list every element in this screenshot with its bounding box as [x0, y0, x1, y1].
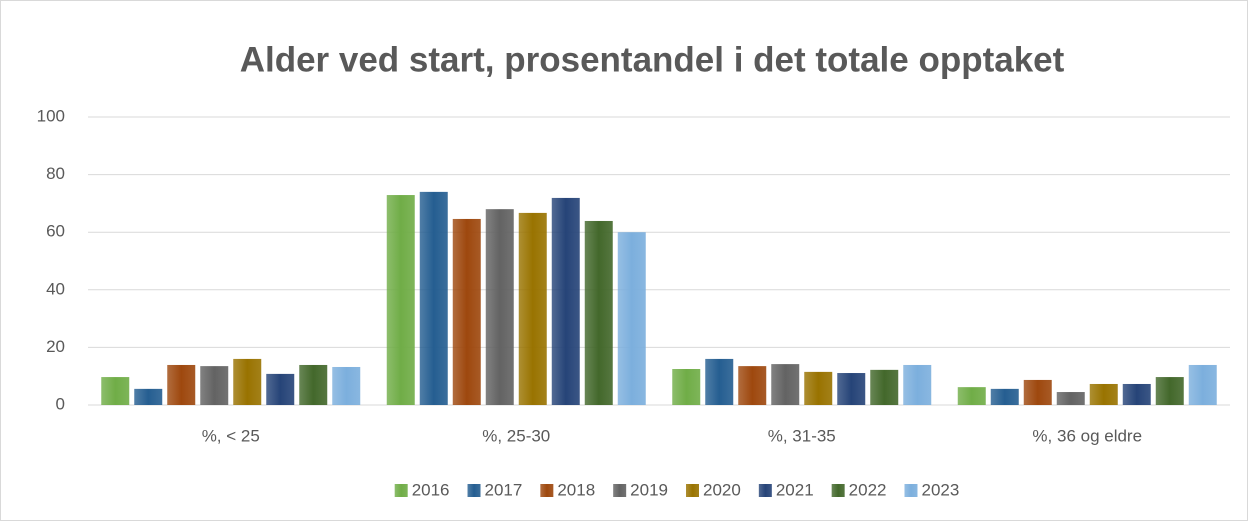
bar — [1056, 392, 1085, 405]
bar — [332, 366, 361, 405]
y-tick-label: 40 — [46, 279, 65, 298]
bar — [672, 369, 701, 405]
legend-label: 2016 — [412, 480, 450, 499]
bar — [551, 197, 580, 405]
bar — [167, 364, 196, 405]
bar — [386, 195, 415, 405]
x-tick-label: %, 25-30 — [482, 426, 550, 445]
bar — [419, 191, 448, 405]
legend-swatch — [540, 484, 554, 497]
bar — [870, 369, 899, 405]
y-tick-label: 0 — [56, 394, 65, 413]
legend-swatch — [467, 484, 481, 497]
bar — [233, 358, 262, 405]
bar — [485, 209, 514, 405]
bar — [705, 358, 734, 405]
bar — [1023, 379, 1052, 405]
bar — [617, 232, 646, 405]
bar — [804, 371, 833, 405]
bar — [299, 364, 328, 405]
bar — [1188, 364, 1217, 405]
legend-swatch — [613, 484, 627, 497]
legend-swatch — [686, 484, 699, 497]
legend-swatch — [904, 484, 918, 497]
legend-label: 2022 — [849, 480, 887, 499]
legend-label: 2020 — [703, 480, 741, 499]
bar — [957, 387, 986, 405]
bar — [584, 220, 613, 405]
bar — [837, 373, 866, 405]
legend-swatch — [831, 484, 845, 497]
bar — [134, 388, 163, 405]
bar — [518, 212, 547, 405]
bar — [266, 373, 295, 405]
bar — [200, 366, 229, 405]
x-tick-label: %, 36 og eldre — [1032, 426, 1142, 445]
legend-label: 2023 — [921, 480, 959, 499]
y-tick-label: 60 — [46, 222, 65, 241]
bar — [903, 364, 932, 405]
bar — [771, 364, 800, 405]
legend-label: 2018 — [557, 480, 595, 499]
bar — [452, 218, 481, 405]
legend-label: 2017 — [485, 480, 523, 499]
y-tick-label: 100 — [37, 106, 65, 125]
bar — [1089, 383, 1118, 405]
bar — [101, 377, 130, 405]
chart-title: Alder ved start, prosentandel i det tota… — [240, 40, 1065, 79]
legend-swatch — [394, 484, 408, 497]
legend-label: 2021 — [776, 480, 814, 499]
bar — [1122, 383, 1151, 405]
bar — [738, 366, 767, 405]
x-tick-label: %, 31-35 — [768, 426, 836, 445]
legend-swatch — [758, 484, 772, 497]
x-tick-label: %, < 25 — [202, 426, 260, 445]
bar — [990, 388, 1019, 405]
y-tick-label: 80 — [46, 164, 65, 183]
legend-label: 2019 — [630, 480, 668, 499]
bar — [1155, 377, 1184, 405]
y-tick-label: 20 — [46, 337, 65, 356]
